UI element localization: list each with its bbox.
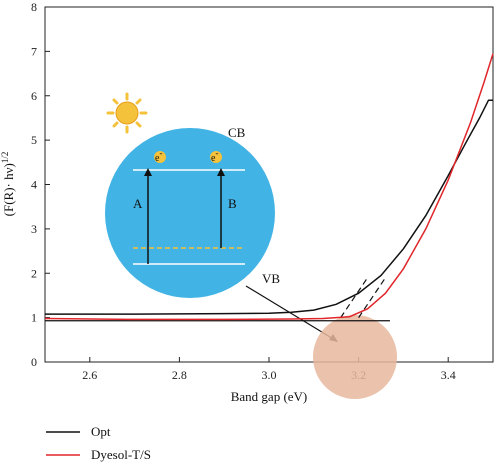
electron-a-symbol: e [155, 153, 160, 164]
legend-label-opt: Opt [91, 424, 111, 439]
band-diagram-inset: e- e- CB A B VB [105, 92, 397, 399]
sun-icon [106, 92, 148, 134]
tangent-line [358, 277, 386, 318]
arrow-b-label: B [228, 196, 237, 211]
y-tick-label: 1 [31, 311, 37, 325]
y-tick-label: 7 [31, 44, 37, 58]
x-tick-label: 2.8 [172, 368, 187, 382]
legend-label-dyesol: Dyesol-T/S [91, 447, 151, 462]
x-tick-label: 3.4 [441, 368, 456, 382]
arrow-b-head [217, 168, 225, 176]
y-tick-label: 8 [31, 0, 37, 14]
series-line-dyesol-t-s [44, 53, 494, 321]
arrow-a-label: A [133, 196, 143, 211]
x-ticks: 2.62.83.03.23.4 [82, 357, 456, 382]
y-axis-title-main: (F(R)· hν) [1, 163, 16, 216]
svg-text:e-: e- [155, 148, 162, 164]
electron-a-charge: - [159, 148, 162, 158]
series-line-opt [45, 99, 493, 315]
vb-label: VB [262, 271, 280, 286]
svg-text:e-: e- [211, 148, 218, 164]
y-tick-label: 4 [31, 178, 37, 192]
legend: Opt Dyesol-T/S [46, 424, 151, 462]
zoom-circle [313, 315, 397, 399]
cb-label: CB [228, 125, 246, 140]
x-tick-label: 3.0 [262, 368, 277, 382]
y-tick-label: 2 [31, 266, 37, 280]
y-tick-label: 5 [31, 133, 37, 147]
y-axis-title: (F(R)· hν)1/2 [0, 152, 16, 217]
arrow-a-head [144, 168, 152, 176]
tangent-line [340, 277, 369, 318]
electron-a [154, 151, 166, 163]
series-curves [44, 53, 494, 321]
y-ticks: 0 1 2 3 4 5 6 7 8 [31, 0, 50, 369]
y-tick-label: 0 [31, 355, 37, 369]
semiconductor-circle [105, 128, 275, 298]
y-axis-title-exp: 1/2 [0, 152, 10, 164]
x-axis-title: Band gap (eV) [231, 389, 308, 404]
electron-b [210, 151, 222, 163]
electron-b-charge: - [215, 148, 218, 158]
y-tick-label: 3 [31, 222, 37, 236]
y-tick-label: 6 [31, 89, 37, 103]
x-tick-label: 2.6 [82, 368, 97, 382]
tangent-lines [45, 277, 390, 322]
electron-b-symbol: e [211, 153, 216, 164]
